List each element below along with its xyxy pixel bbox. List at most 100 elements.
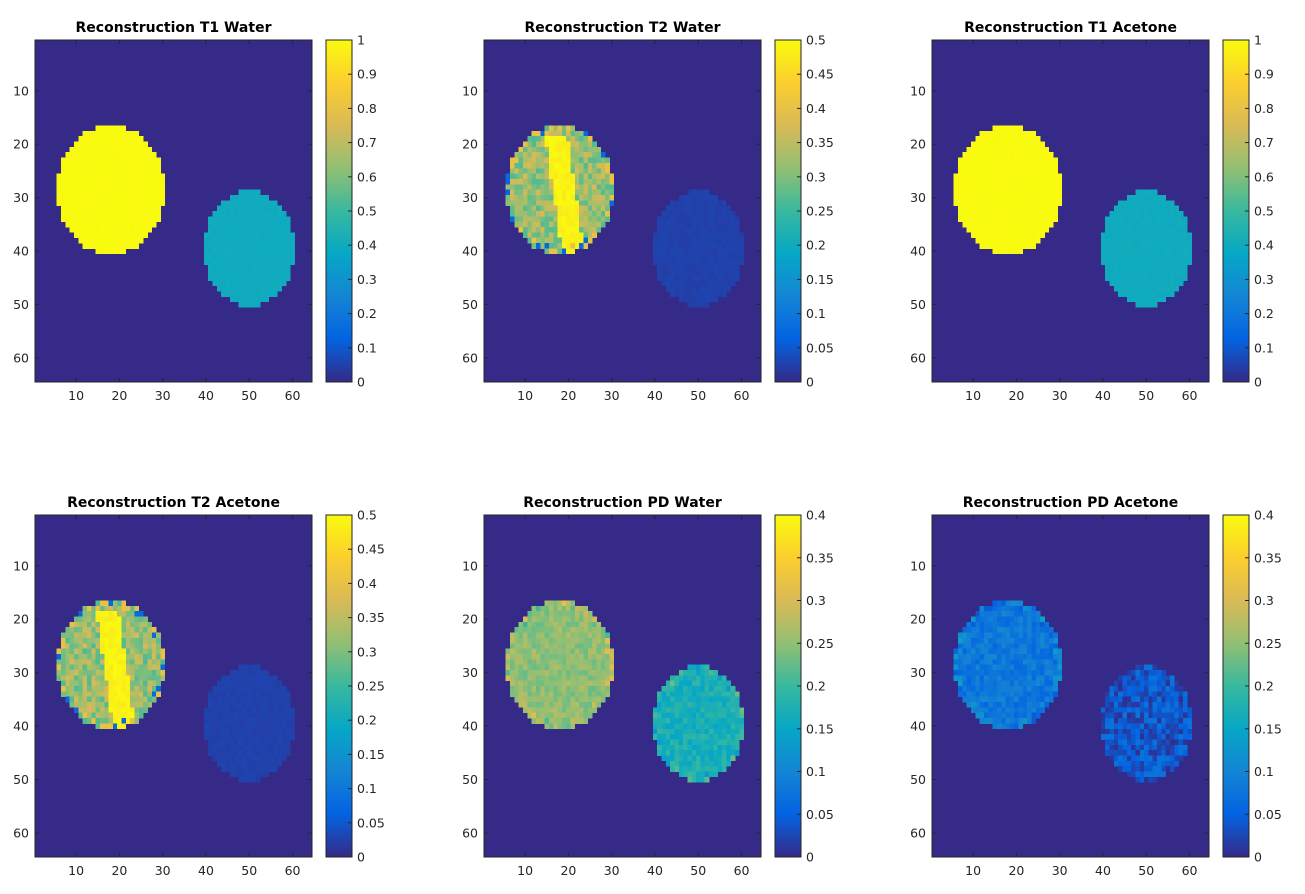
image-pixel [1035, 141, 1041, 148]
image-pixel [570, 691, 576, 698]
image-pixel [1009, 669, 1015, 676]
image-pixel [264, 232, 270, 239]
image-pixel [966, 669, 972, 676]
image-pixel [730, 744, 736, 751]
image-pixel [212, 227, 218, 233]
image-pixel [238, 686, 244, 692]
image-pixel [992, 178, 998, 185]
image-pixel [247, 243, 252, 249]
image-pixel [700, 296, 706, 303]
image-pixel [99, 627, 105, 633]
image-pixel [73, 146, 79, 153]
image-pixel [1165, 680, 1171, 687]
image-pixel [670, 696, 675, 703]
image-pixel [125, 152, 131, 158]
image-pixel [531, 168, 537, 174]
image-pixel [251, 280, 257, 287]
image-pixel [229, 232, 235, 239]
image-pixel [1144, 189, 1149, 196]
colorbar-tick-label: 0.5 [1254, 204, 1274, 219]
image-pixel [574, 632, 580, 639]
image-pixel [557, 696, 563, 703]
image-pixel [99, 707, 105, 714]
image-pixel [251, 221, 257, 228]
image-pixel [65, 659, 70, 665]
image-pixel [700, 771, 706, 778]
image-pixel [687, 200, 693, 206]
image-pixel [979, 189, 985, 196]
image-pixel [953, 653, 959, 660]
image-pixel [1022, 632, 1028, 639]
image-pixel [1170, 285, 1175, 292]
image-pixel [709, 734, 714, 740]
image-pixel [121, 178, 127, 185]
image-pixel [264, 200, 270, 206]
image-pixel [216, 285, 222, 292]
image-pixel [1022, 643, 1028, 649]
image-pixel [99, 702, 105, 708]
image-pixel [661, 243, 667, 249]
image-pixel [540, 162, 545, 169]
image-pixel [1161, 686, 1167, 692]
image-pixel [104, 189, 109, 196]
image-pixel [953, 194, 959, 201]
image-pixel [1022, 146, 1028, 153]
image-pixel [988, 162, 993, 169]
image-pixel [151, 669, 157, 676]
image-pixel [1022, 178, 1028, 185]
image-pixel [1018, 168, 1024, 174]
image-pixel [1135, 675, 1141, 681]
image-pixel [713, 221, 719, 228]
image-pixel [962, 691, 967, 698]
image-pixel [979, 205, 985, 212]
image-pixel [657, 734, 662, 740]
image-pixel [134, 157, 140, 164]
image-pixel [548, 184, 554, 190]
image-pixel [78, 632, 83, 639]
image-pixel [260, 227, 265, 233]
image-pixel [574, 189, 580, 196]
image-pixel [700, 728, 706, 735]
image-pixel [605, 189, 610, 196]
image-pixel [260, 280, 265, 287]
image-pixel [696, 237, 701, 244]
image-pixel [251, 696, 257, 703]
image-pixel [957, 184, 963, 190]
image-pixel [121, 136, 127, 142]
image-pixel [1009, 611, 1015, 617]
image-pixel [691, 269, 697, 276]
image-pixels [953, 600, 1193, 783]
image-pixel [117, 686, 122, 692]
image-pixel [553, 659, 558, 665]
image-pixel [535, 157, 541, 164]
image-pixel [1113, 696, 1119, 703]
image-pixel [696, 269, 701, 276]
image-pixel [717, 739, 723, 746]
image-pixel [726, 718, 732, 724]
image-pixel [238, 237, 244, 244]
image-pixel [251, 691, 257, 698]
image-pixel [657, 253, 662, 260]
image-pixel [561, 707, 567, 714]
image-pixel [970, 227, 976, 233]
image-pixel [514, 168, 519, 174]
image-pixel [1174, 275, 1180, 281]
image-pixel [522, 216, 528, 223]
image-pixel [1144, 216, 1149, 223]
image-pixel [247, 221, 252, 228]
image-pixels [56, 125, 296, 308]
image-pixel [683, 205, 688, 212]
image-pixel [570, 221, 576, 228]
image-pixel [544, 141, 550, 148]
image-pixel [1005, 600, 1011, 607]
image-pixel [962, 173, 967, 180]
image-pixel [540, 237, 545, 244]
image-pixel [518, 178, 524, 185]
image-pixel [691, 691, 697, 698]
image-pixel [730, 707, 736, 714]
image-pixel [281, 264, 287, 271]
image-pixel [56, 178, 62, 185]
image-pixel [570, 168, 576, 174]
image-pixel [527, 141, 532, 148]
image-pixel [726, 248, 732, 255]
